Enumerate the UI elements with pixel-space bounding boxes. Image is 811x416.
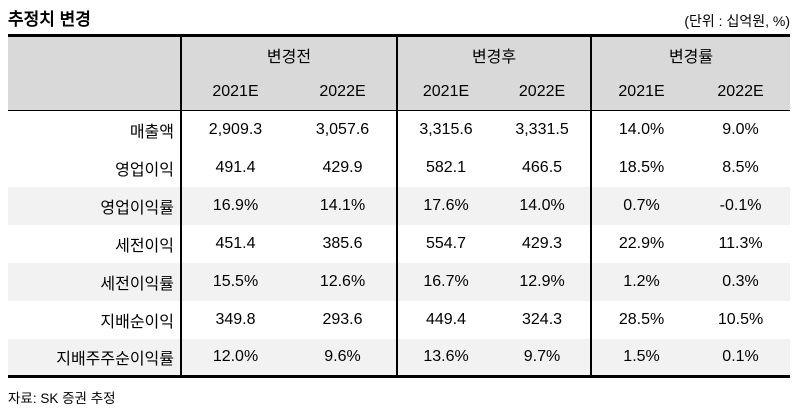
year-header: 2022E <box>289 73 398 111</box>
cell: 1.5% <box>590 338 692 377</box>
row-label: 매출액 <box>8 110 181 149</box>
cell: 12.6% <box>289 262 398 301</box>
cell: 14.0% <box>590 110 692 149</box>
year-header: 2022E <box>691 73 791 111</box>
cell: 14.1% <box>289 186 398 225</box>
cell: 429.9 <box>322 158 363 176</box>
cell: 3,057.6 <box>315 120 370 138</box>
cell: 3,315.6 <box>396 110 495 149</box>
cell: 9.7% <box>494 338 592 377</box>
group-header-before: 변경전 <box>179 35 398 74</box>
cell: 0.3% <box>691 262 791 301</box>
table-row: 영업이익 491.4 429.9 582.1 466.5 18.5% 8.5% <box>8 148 790 187</box>
cell: 22.9% <box>590 224 692 263</box>
cell: 14.0% <box>494 186 592 225</box>
table-row: 영업이익률 16.9% 14.1% 17.6% 14.0% 0.7% -0.1% <box>8 186 791 225</box>
row-label: 세전이익 <box>8 224 181 263</box>
cell: 12.9% <box>494 262 592 301</box>
estimates-table: 변경전 변경후 변경률 2021E 2022E 2021E 2022E 2021… <box>8 34 791 378</box>
table-header: 변경전 변경후 변경률 2021E 2022E 2021E 2022E 2021… <box>8 35 791 111</box>
table-row: 세전이익률 15.5% 12.6% 16.7% 12.9% 1.2% 0.3% <box>8 262 791 301</box>
corner-cell <box>8 35 181 111</box>
table-row: 매출액 2,909.3 3,057.6 3,315.6 3,331.5 14.0% 9.0% <box>8 110 790 149</box>
cell: 28.5% <box>590 300 692 339</box>
cell: 16.9% <box>180 186 289 225</box>
unit-note: (단위 : 십억원, %) <box>684 13 790 30</box>
source-note: 자료: SK 증권 추정 <box>8 391 116 406</box>
cell: 451.4 <box>180 224 289 263</box>
cell: 449.4 <box>396 300 495 339</box>
cell: 9.0% <box>722 120 759 138</box>
cell: 491.4 <box>180 148 289 187</box>
cell: 8.5% <box>722 158 759 176</box>
table-row: 세전이익 451.4 385.6 554.7 429.3 22.9% 11.3% <box>8 224 790 263</box>
group-header-rate: 변경률 <box>590 35 791 74</box>
cell: 16.7% <box>396 262 495 301</box>
cell: 349.8 <box>180 300 289 339</box>
cell: 2,909.3 <box>180 110 289 149</box>
row-label: 영업이익률 <box>8 186 181 225</box>
year-header: 2022E <box>494 73 592 111</box>
cell: 9.6% <box>289 338 398 377</box>
cell: 466.5 <box>522 158 563 176</box>
group-header-row: 변경전 변경후 변경률 <box>8 35 791 111</box>
cell: 17.6% <box>396 186 495 225</box>
header-row: 추정치 변경 (단위 : 십억원, %) <box>8 6 790 30</box>
row-label: 영업이익 <box>8 148 181 187</box>
year-header: 2021E <box>180 73 289 111</box>
row-label: 지배순이익 <box>8 300 181 339</box>
cell: 429.3 <box>522 234 563 252</box>
cell: 385.6 <box>322 234 363 252</box>
table-row: 지배주주순이익률 12.0% 9.6% 13.6% 9.7% 1.5% 0.1% <box>8 338 791 377</box>
group-header-after: 변경후 <box>396 35 592 74</box>
cell: 1.2% <box>590 262 692 301</box>
cell: 293.6 <box>322 310 363 328</box>
year-header: 2021E <box>590 73 692 111</box>
cell: 554.7 <box>396 224 495 263</box>
cell: 3,331.5 <box>515 120 569 138</box>
page-title: 추정치 변경 <box>8 9 91 29</box>
cell: 15.5% <box>180 262 289 301</box>
row-label: 지배주주순이익률 <box>8 338 181 377</box>
cell: 13.6% <box>396 338 495 377</box>
cell: 10.5% <box>717 310 764 328</box>
cell: 18.5% <box>590 148 692 187</box>
cell: 0.1% <box>691 338 791 377</box>
row-label: 세전이익률 <box>8 262 181 301</box>
cell: 582.1 <box>396 148 495 187</box>
cell: -0.1% <box>691 186 791 225</box>
cell: 0.7% <box>590 186 692 225</box>
year-header: 2021E <box>396 73 495 111</box>
table-body: 매출액 2,909.3 3,057.6 3,315.6 3,331.5 14.0% 9.0%… <box>8 110 791 377</box>
table-row: 지배순이익 349.8 293.6 449.4 324.3 28.5% 10.5% <box>8 300 790 339</box>
year-header-row: 2021E 2022E 2021E 2022E 2021E 2022E <box>8 73 791 111</box>
cell: 11.3% <box>718 234 763 252</box>
cell: 12.0% <box>180 338 289 377</box>
cell: 324.3 <box>522 310 563 328</box>
